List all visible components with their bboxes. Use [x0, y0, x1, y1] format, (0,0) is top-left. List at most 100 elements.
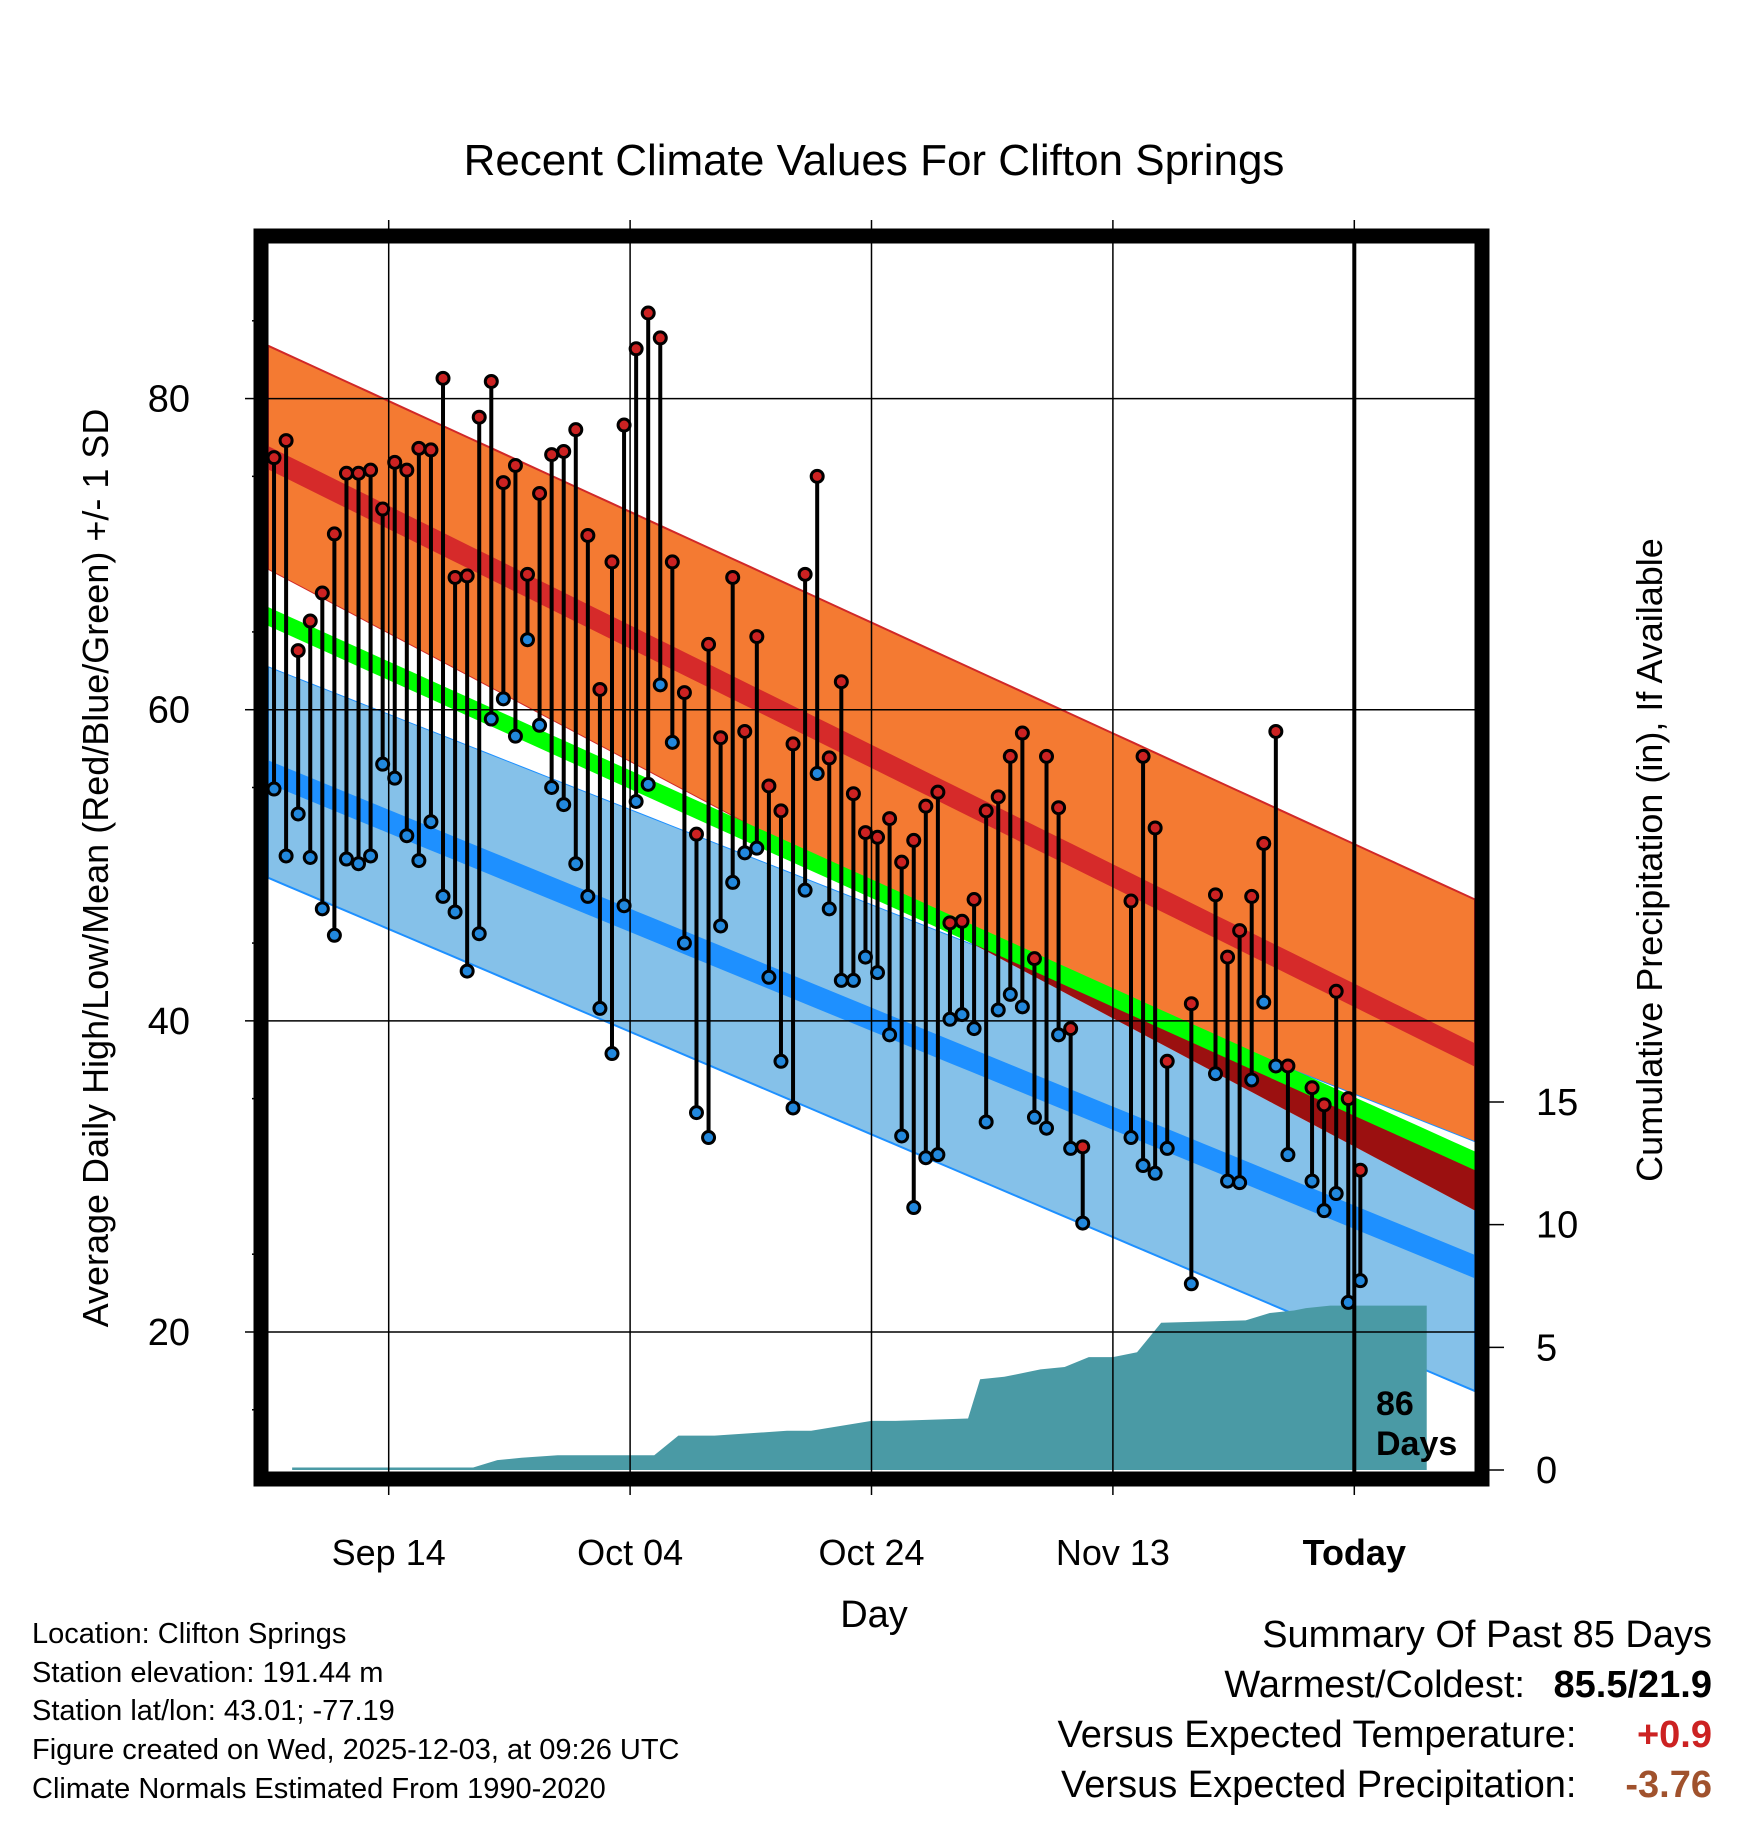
high-point	[1135, 748, 1151, 764]
low-point	[520, 632, 536, 648]
high-point	[302, 613, 318, 629]
y-tick-label: 20	[148, 1312, 190, 1354]
high-point	[1051, 800, 1067, 816]
axes: Sep 14 Oct 04 Oct 24 Nov 13 Today 20 40 60 80 0 5 1…	[148, 220, 1578, 1573]
high-point	[1207, 887, 1223, 903]
low-point	[1268, 1058, 1284, 1074]
low-point	[1123, 1130, 1139, 1146]
high-point	[894, 854, 910, 870]
low-point	[1159, 1140, 1175, 1156]
low-point	[1183, 1276, 1199, 1292]
high-point	[930, 784, 946, 800]
high-point	[1304, 1080, 1320, 1096]
low-point	[894, 1128, 910, 1144]
low-point	[1002, 986, 1018, 1002]
high-point	[833, 674, 849, 690]
high-point	[713, 730, 729, 746]
low-point	[954, 1007, 970, 1023]
created-text: Figure created on Wed, 2025-12-03, at 09…	[32, 1734, 680, 1766]
low-point	[1014, 999, 1030, 1015]
x-axis-label: Day	[840, 1594, 908, 1636]
high-point	[906, 832, 922, 848]
low-point	[1026, 1109, 1042, 1125]
low-point	[701, 1130, 717, 1146]
low-point	[1147, 1165, 1163, 1181]
low-point	[1051, 1027, 1067, 1043]
high-point	[1063, 1021, 1079, 1037]
x-tick-label: Nov 13	[1056, 1532, 1170, 1573]
high-point	[471, 409, 487, 425]
high-point	[737, 723, 753, 739]
low-point	[568, 856, 584, 872]
low-point	[375, 756, 391, 772]
warm-cold-value: 85.5/21.9	[1553, 1664, 1712, 1706]
high-point	[278, 433, 294, 449]
low-point	[797, 882, 813, 898]
low-point	[1232, 1175, 1248, 1191]
low-point	[471, 926, 487, 942]
high-point	[616, 417, 632, 433]
high-point	[1328, 983, 1344, 999]
high-point	[761, 778, 777, 794]
low-point	[761, 969, 777, 985]
low-point	[809, 765, 825, 781]
y2-tick-label: 10	[1536, 1205, 1578, 1247]
low-point	[302, 850, 318, 865]
high-point	[495, 475, 511, 491]
high-point	[749, 629, 765, 645]
high-point	[411, 440, 427, 456]
low-point	[435, 888, 451, 904]
low-point	[1039, 1120, 1055, 1136]
high-point	[483, 373, 499, 389]
low-point	[990, 1002, 1006, 1018]
low-point	[688, 1105, 704, 1121]
low-point	[676, 935, 692, 951]
high-point	[990, 789, 1006, 805]
high-point	[338, 465, 354, 481]
low-point	[266, 781, 282, 797]
high-point	[725, 569, 741, 585]
high-point	[435, 370, 451, 386]
high-point	[857, 825, 873, 841]
high-point	[520, 566, 536, 582]
high-point	[556, 443, 572, 459]
high-point	[821, 750, 837, 766]
low-point	[1316, 1203, 1332, 1219]
low-point	[616, 898, 632, 914]
observations	[266, 305, 1368, 1310]
high-point	[580, 527, 596, 543]
high-point	[1147, 820, 1163, 836]
y2-axis-label: Cumulative Precipitation (in), If Availa…	[1629, 538, 1670, 1182]
low-point	[857, 949, 873, 965]
normals-period-text: Climate Normals Estimated From 1990-2020	[32, 1773, 606, 1805]
low-point	[1207, 1066, 1223, 1082]
low-point	[459, 963, 475, 979]
low-point	[338, 851, 354, 867]
high-point	[387, 454, 403, 470]
high-point	[1256, 835, 1272, 851]
low-point	[544, 779, 560, 795]
y-axis-label: Average Daily High/Low/Mean (Red/Blue/Gr…	[75, 409, 116, 1328]
precip-area	[292, 1305, 1427, 1470]
low-point	[1328, 1186, 1344, 1202]
high-point	[1075, 1139, 1091, 1155]
low-point	[411, 853, 427, 869]
high-point	[640, 305, 656, 321]
high-point	[568, 422, 584, 438]
high-point	[773, 803, 789, 819]
high-point	[532, 485, 548, 501]
low-point	[833, 972, 849, 988]
high-point	[423, 442, 439, 458]
high-point	[664, 554, 680, 570]
low-point	[749, 840, 765, 856]
low-point	[942, 1011, 958, 1027]
y-tick-label: 80	[148, 379, 190, 421]
high-point	[1026, 951, 1042, 967]
high-point	[544, 447, 560, 463]
precip-value: -3.76	[1625, 1764, 1712, 1806]
high-point	[1123, 893, 1139, 909]
low-point	[882, 1027, 898, 1043]
high-point	[399, 462, 415, 478]
temp-label: Versus Expected Temperature:	[1057, 1714, 1577, 1756]
high-point	[1232, 923, 1248, 939]
